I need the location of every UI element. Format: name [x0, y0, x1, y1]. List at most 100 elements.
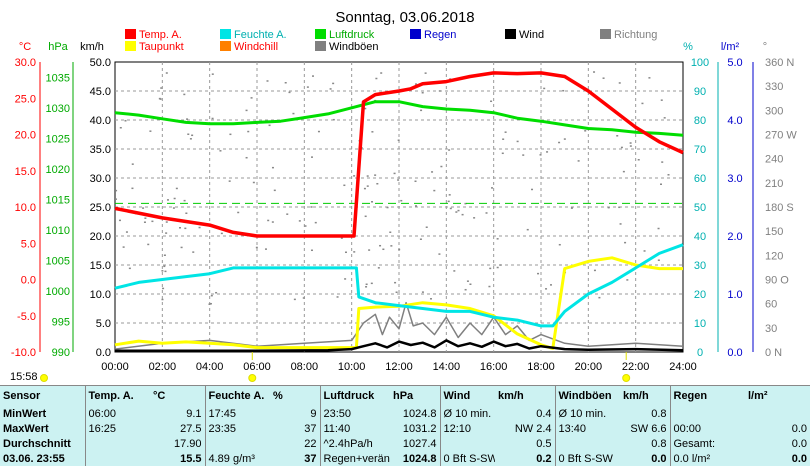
tick-label-humidity: 20	[694, 289, 706, 301]
stats-row: 03.06. 23:55 15.5 4.89 g/m³ 37 Regen+ver…	[0, 451, 810, 466]
tick-label-wind: 35.0	[90, 144, 111, 156]
sun-icon	[40, 374, 48, 382]
hdr-press-unit: hPa	[393, 390, 414, 402]
direction-dot	[516, 140, 519, 143]
tick-label-pressure: 1015	[46, 194, 70, 206]
direction-dot	[375, 77, 378, 80]
direction-dot	[461, 213, 464, 216]
stats-row: MaxWert 16:25 27.5 23:35 37 11:40 1031.2…	[0, 421, 810, 436]
direction-dot	[562, 89, 565, 92]
tick-label-temp: -5.0	[17, 311, 36, 323]
direction-dot	[464, 288, 467, 291]
tick-label-direction: 90 O	[765, 275, 789, 287]
wind-value: 0.5	[536, 437, 552, 450]
stats-panel: Sensor Temp. A. °C Feuchte A. % Luftdruc…	[0, 385, 810, 466]
direction-dot	[288, 91, 291, 94]
direction-dot	[438, 90, 441, 92]
direction-dot	[310, 249, 313, 252]
direction-dot	[245, 109, 248, 112]
direction-dot	[131, 187, 134, 190]
direction-dot	[125, 231, 128, 233]
tick-label-x: 00:00	[101, 361, 129, 373]
direction-dot	[447, 200, 450, 203]
direction-dot	[266, 80, 269, 82]
axes: 30.0 25.0 20.0 15.0 10.0 5.0 0.0 -5.0 -10.0 1035 1…	[11, 57, 797, 373]
legend-swatch	[220, 29, 231, 39]
direction-dot	[496, 238, 499, 240]
direction-dot	[622, 170, 625, 173]
direction-dot	[438, 253, 441, 255]
direction-dot	[657, 259, 660, 261]
direction-dot	[545, 288, 548, 290]
direction-dot	[128, 267, 131, 270]
gust-time: 0 Bft S-SW	[554, 451, 620, 466]
hum-value: 37	[304, 452, 317, 465]
tick-label-direction: 270 W	[765, 130, 797, 142]
direction-dot	[386, 206, 389, 209]
legend-label: Windchill	[234, 41, 278, 53]
tick-label-x: 10:00	[338, 361, 366, 373]
direction-dot	[624, 241, 627, 244]
direction-dot	[455, 211, 458, 213]
gust-time: 13:40	[554, 421, 620, 436]
series-line-taupunkt	[114, 256, 683, 350]
hum-time: 17:45	[204, 406, 270, 421]
tick-label-rain: 2.0	[727, 231, 742, 243]
axis-unit-wind: km/h	[80, 41, 104, 53]
direction-dot	[414, 180, 417, 183]
direction-dot	[166, 199, 169, 201]
row-label: Durchschnitt	[3, 437, 71, 450]
direction-dot	[192, 251, 195, 253]
wind-time: Ø 10 min.	[439, 406, 495, 421]
direction-dot	[187, 133, 190, 135]
press-time: 11:40	[319, 421, 390, 436]
tick-label-pressure: 1030	[46, 103, 70, 115]
direction-dot	[273, 189, 276, 192]
direction-dot	[311, 75, 314, 77]
press-value: 1024.8	[402, 407, 437, 420]
direction-dot	[619, 223, 622, 225]
direction-dot	[629, 145, 632, 147]
tick-label-direction: 210	[765, 178, 783, 190]
tick-label-temp: 0.0	[21, 275, 36, 287]
hdr-sensor: Sensor	[3, 390, 41, 402]
hum-value: 37	[304, 422, 317, 435]
axis-unit-humidity: %	[683, 41, 693, 53]
legend-swatch	[600, 29, 611, 39]
axis-unit-direction: °	[763, 41, 767, 53]
direction-dot	[504, 131, 507, 133]
direction-dot	[657, 227, 660, 230]
gust-time	[554, 436, 620, 451]
direction-dot	[397, 139, 400, 141]
direction-dot	[161, 298, 164, 301]
legend-label: Temp. A.	[139, 29, 182, 41]
direction-dot	[172, 207, 175, 209]
axis-unit-rain: l/m²	[721, 41, 740, 53]
direction-dot	[304, 225, 307, 227]
direction-dot	[271, 166, 274, 169]
direction-dot	[237, 211, 240, 214]
tick-label-humidity: 0	[697, 347, 703, 359]
direction-dot	[158, 97, 161, 100]
direction-dot	[425, 226, 428, 228]
direction-dot	[502, 138, 505, 140]
direction-dot	[433, 189, 436, 192]
gust-value: SW 6.6	[630, 422, 667, 435]
direction-dot	[163, 254, 166, 256]
direction-dot	[268, 124, 271, 127]
direction-dot	[558, 243, 561, 246]
direction-dot	[162, 287, 165, 290]
direction-dot	[160, 87, 163, 89]
direction-dot	[284, 82, 287, 84]
tick-label-direction: 150	[765, 226, 783, 238]
tick-label-x: 02:00	[149, 361, 177, 373]
tick-label-rain: 0.0	[727, 347, 742, 359]
direction-dot	[149, 130, 152, 132]
direction-dot	[660, 99, 663, 101]
tick-label-humidity: 100	[691, 57, 709, 69]
tick-label-direction: 360 N	[765, 57, 794, 69]
direction-dot	[374, 174, 377, 176]
direction-dot	[397, 179, 400, 181]
tick-label-x: 08:00	[291, 361, 319, 373]
tick-label-rain: 5.0	[727, 57, 742, 69]
